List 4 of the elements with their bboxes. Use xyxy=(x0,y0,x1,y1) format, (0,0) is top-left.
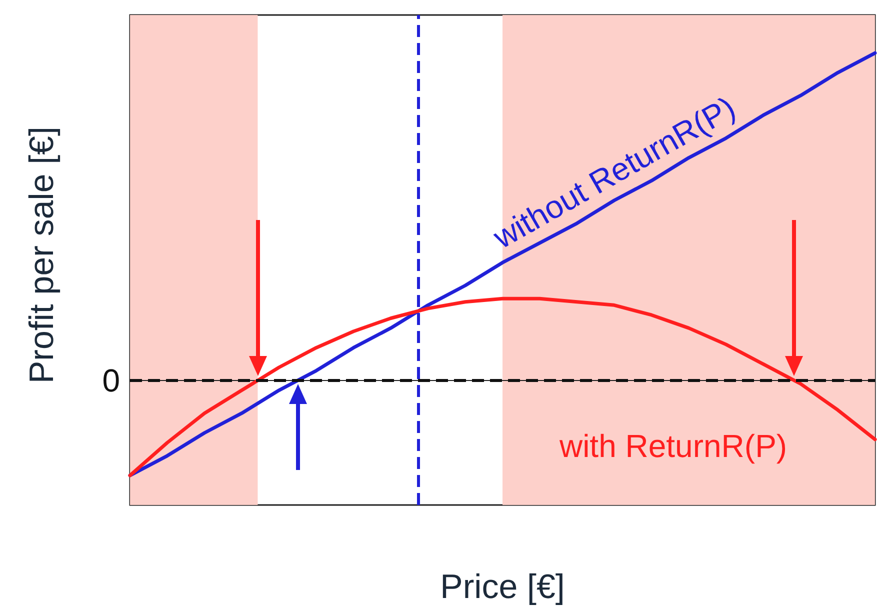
ref-line-label: 0 xyxy=(102,362,120,398)
series-label: with ReturnR(P) xyxy=(558,428,788,464)
y-axis-title: Profit per sale [€] xyxy=(23,126,61,384)
x-axis-title: Price [€] xyxy=(440,568,565,606)
